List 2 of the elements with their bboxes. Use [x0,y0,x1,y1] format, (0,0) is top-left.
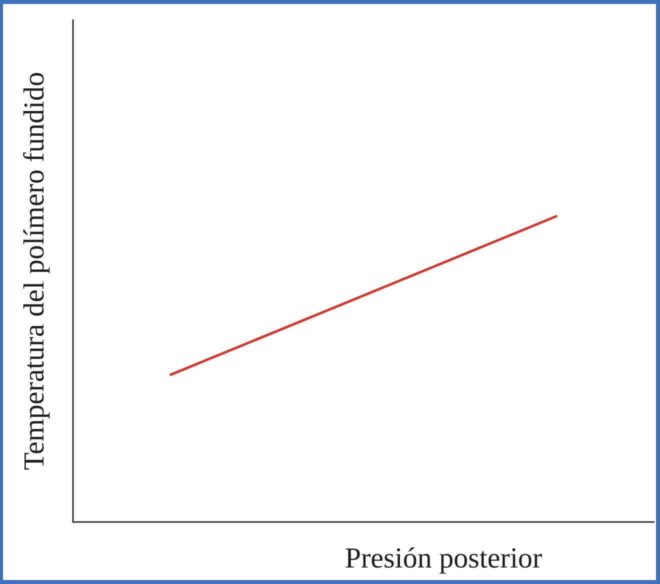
y-axis-title: Temperatura del polímero fundido [18,72,50,470]
x-axis-title: Presión posterior [344,542,543,574]
